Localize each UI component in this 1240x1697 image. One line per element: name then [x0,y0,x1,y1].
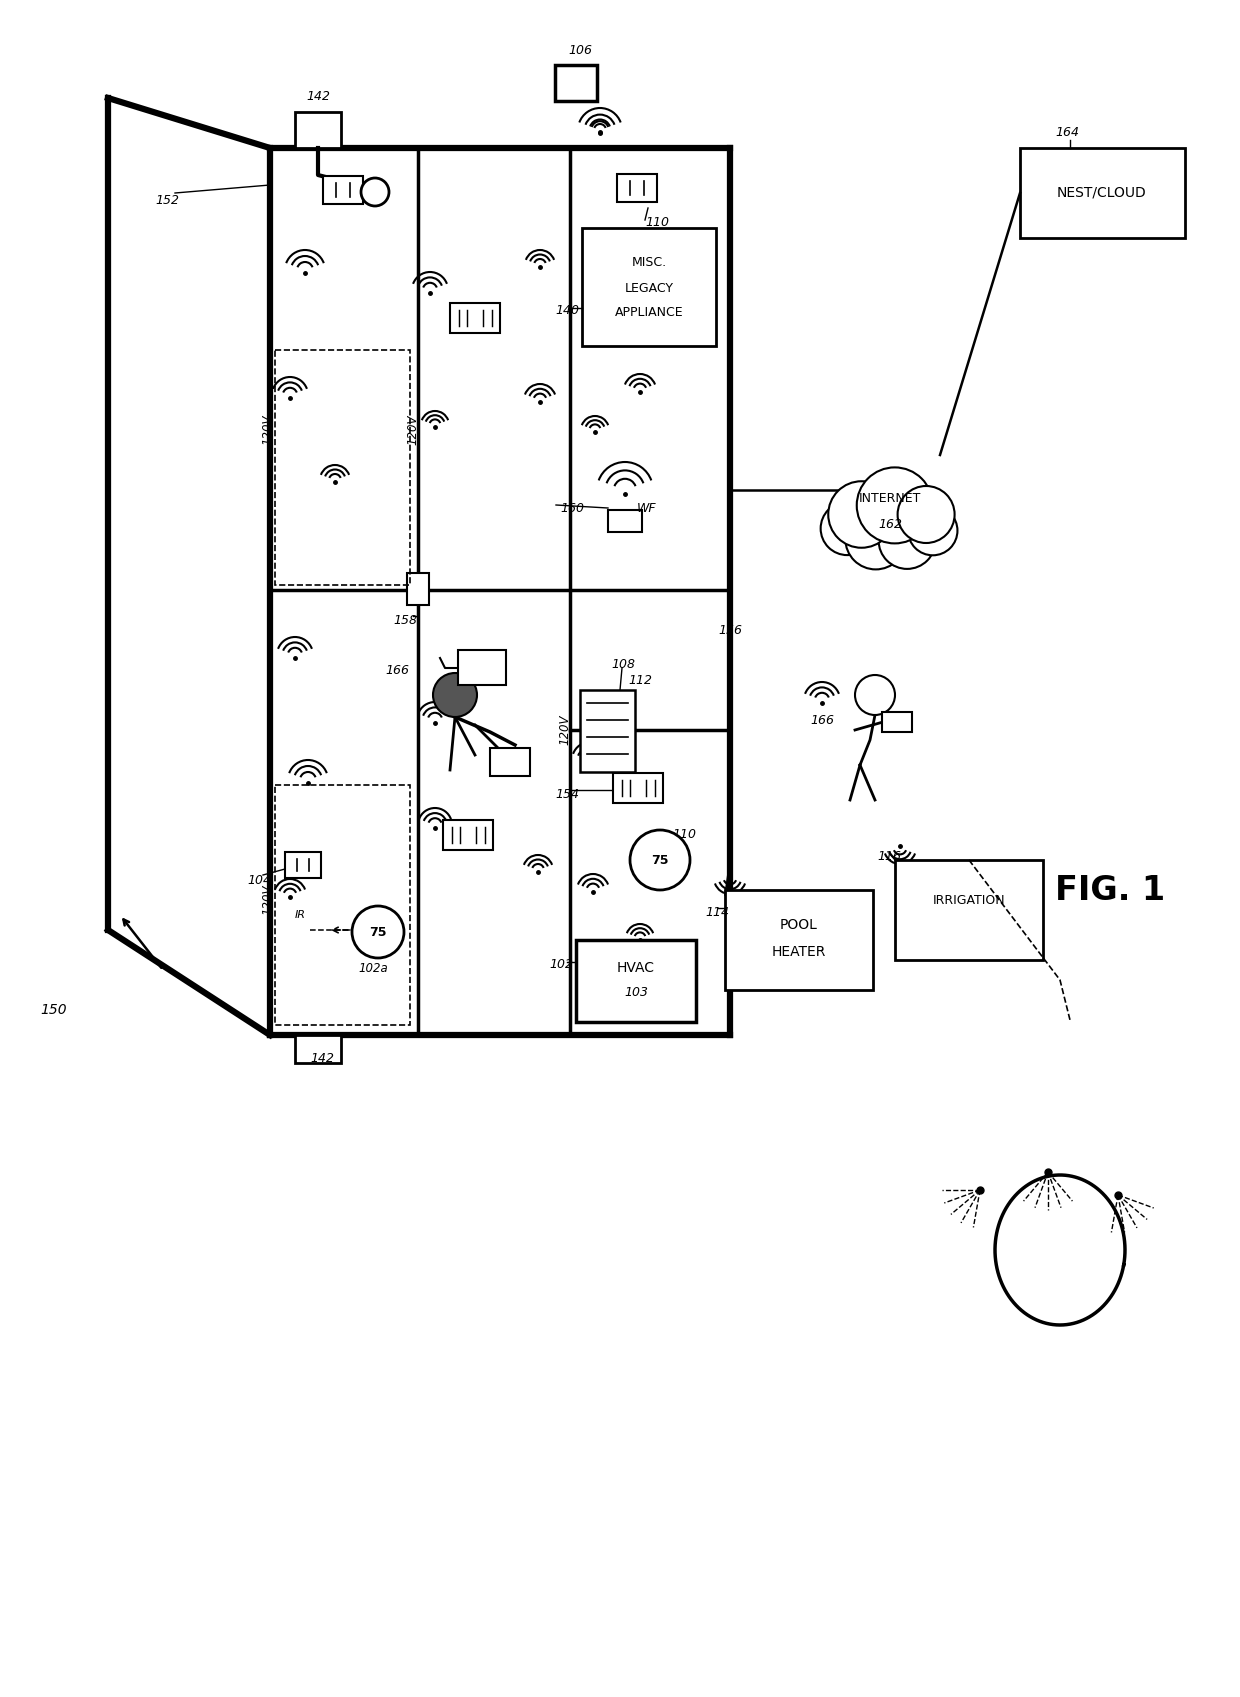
Text: POOL: POOL [780,918,818,932]
Bar [556,64,596,102]
Bar [577,940,696,1022]
Circle shape [856,675,895,714]
Bar [407,574,429,606]
Text: 112: 112 [627,674,652,687]
Text: 140: 140 [556,304,579,317]
Bar [618,175,657,202]
Circle shape [879,512,936,568]
Text: IR: IR [295,910,306,920]
Circle shape [821,502,874,555]
Text: 104: 104 [247,874,272,886]
Bar [895,860,1043,961]
Bar [443,820,494,850]
Bar [295,112,341,148]
Circle shape [846,509,906,570]
Text: 120V: 120V [558,714,572,745]
Text: HEATER: HEATER [771,945,826,959]
Text: 166: 166 [810,713,835,726]
Bar [490,748,529,776]
Text: FIG. 1: FIG. 1 [1055,874,1166,906]
Text: MISC.: MISC. [631,256,667,270]
Text: 108: 108 [611,658,635,672]
Text: WF: WF [637,502,657,514]
Circle shape [433,674,477,718]
Bar [582,227,715,346]
Circle shape [361,178,389,205]
Circle shape [828,482,895,548]
Bar [725,889,873,989]
Text: 142: 142 [306,90,330,102]
Circle shape [908,506,957,555]
Bar [580,691,635,772]
Text: APPLIANCE: APPLIANCE [615,307,683,319]
Text: 102a: 102a [358,962,388,974]
Circle shape [857,467,932,543]
Text: 164: 164 [1055,126,1079,139]
Text: 116: 116 [877,850,901,864]
Bar [458,650,506,686]
Bar [295,1035,341,1062]
Bar [608,511,642,531]
Text: 120V: 120V [262,884,274,915]
Text: 103: 103 [624,986,649,998]
Circle shape [898,485,955,543]
Circle shape [352,906,404,959]
Text: 75: 75 [651,854,668,867]
Text: 162: 162 [878,519,901,531]
Text: 114: 114 [706,906,729,918]
Text: 142: 142 [310,1052,334,1064]
Text: NEST/CLOUD: NEST/CLOUD [1058,187,1147,200]
Text: 158: 158 [393,614,417,626]
Bar [275,786,410,1025]
Text: 106: 106 [568,44,591,56]
Text: 150: 150 [40,1003,67,1017]
Text: 110: 110 [672,828,696,842]
Text: 102: 102 [549,959,573,971]
Bar [882,713,911,731]
Bar [613,772,663,803]
Text: 120V: 120V [407,414,419,445]
Text: 110: 110 [645,217,670,229]
Bar [285,852,321,877]
Text: HVAC: HVAC [618,961,655,976]
Bar [1021,148,1185,238]
Text: 152: 152 [155,193,179,207]
Circle shape [630,830,689,889]
Text: 156: 156 [718,623,742,636]
Text: 120V: 120V [262,414,274,445]
Text: 166: 166 [384,664,409,677]
Text: LEGACY: LEGACY [625,282,673,295]
Text: 154: 154 [556,789,579,801]
Bar [322,176,363,204]
Text: INTERNET: INTERNET [859,492,921,504]
Text: 160: 160 [560,502,584,514]
Bar [275,350,410,585]
Text: IRRIGATION: IRRIGATION [932,894,1006,906]
Bar [450,302,500,333]
Text: 75: 75 [370,925,387,938]
